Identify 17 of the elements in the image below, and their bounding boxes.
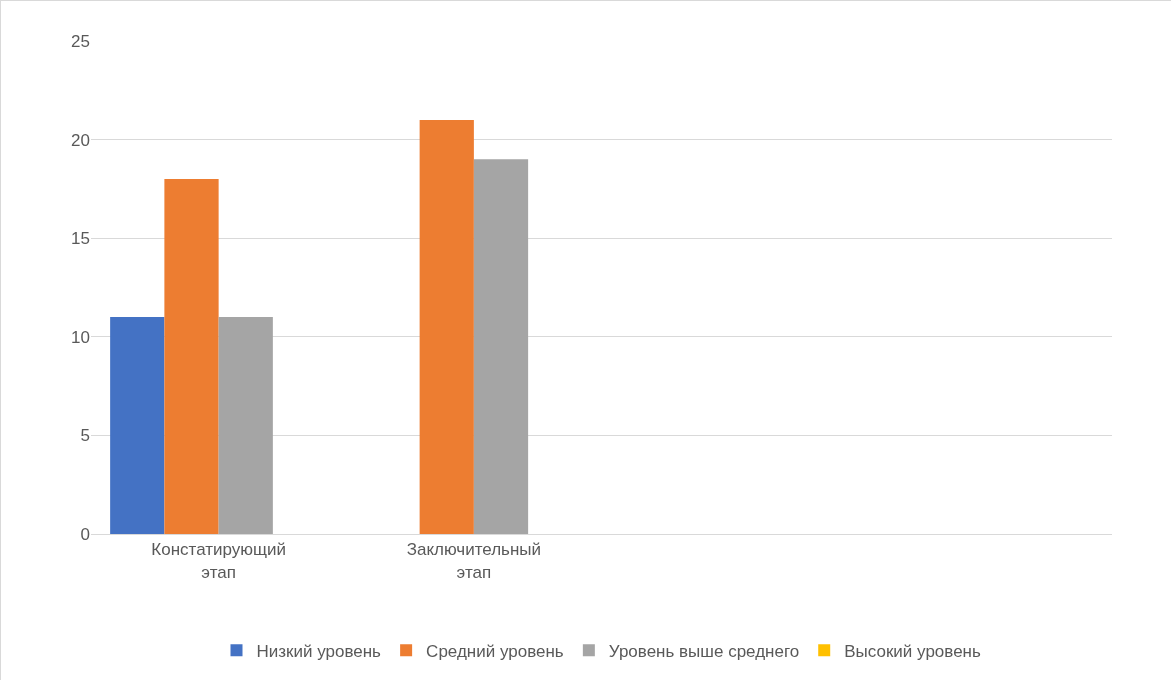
y-tick-label: 5 [80, 426, 90, 446]
legend-label: Высокий уровень [844, 641, 981, 661]
y-tick-label: 10 [71, 327, 90, 347]
bar [419, 119, 474, 534]
legend-label: Средний уровень [426, 641, 564, 661]
x-tick-label: Констатирующий этап [151, 540, 286, 582]
bar [110, 317, 165, 534]
y-tick-label: 25 [71, 31, 90, 51]
y-tick-label: 15 [71, 229, 90, 249]
x-tick-label: Заключительный этап [406, 540, 542, 582]
legend-label: Уровень выше среднего [608, 641, 800, 661]
y-tick-label: 0 [80, 524, 90, 544]
bar [164, 179, 219, 534]
legend-label: Низкий уровень [256, 641, 382, 661]
y-tick-label: 20 [71, 130, 90, 150]
bar [218, 317, 273, 534]
bar [473, 159, 529, 534]
